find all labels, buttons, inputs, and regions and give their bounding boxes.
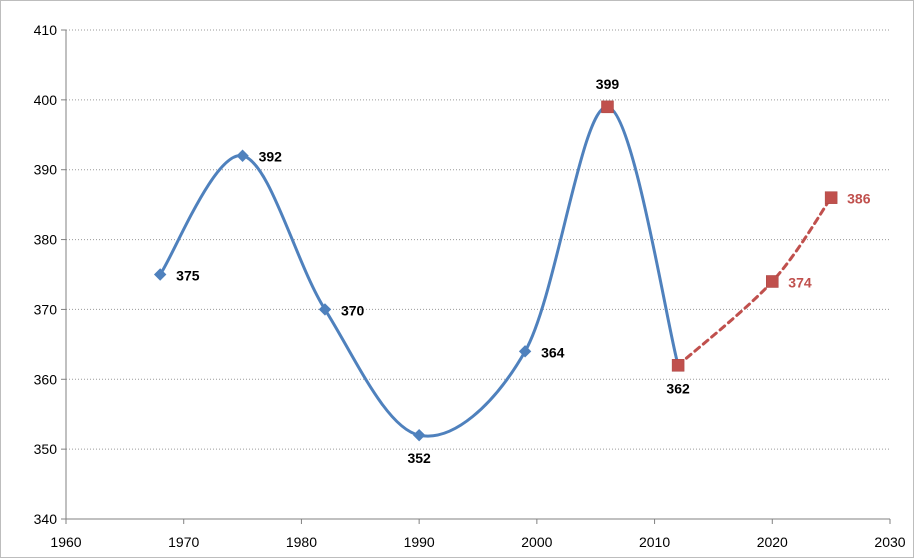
data-point-marker xyxy=(766,275,779,288)
y-tick-label: 340 xyxy=(34,511,58,527)
gridlines xyxy=(66,29,890,450)
x-tick-label: 2020 xyxy=(757,534,788,550)
data-label: 392 xyxy=(259,149,283,165)
data-markers xyxy=(153,100,838,442)
data-label: 364 xyxy=(541,344,565,360)
y-tick-label: 400 xyxy=(34,92,58,108)
data-point-marker xyxy=(824,191,838,204)
data-point-marker xyxy=(671,359,685,372)
y-tick-label: 360 xyxy=(34,371,58,387)
x-tick-label: 2010 xyxy=(639,534,670,550)
x-tick-label: 1960 xyxy=(50,534,81,550)
data-point-marker xyxy=(412,428,426,442)
y-tick-label: 380 xyxy=(34,232,58,248)
data-label: 370 xyxy=(341,302,365,318)
data-label: 375 xyxy=(176,268,200,284)
y-tick-label: 410 xyxy=(34,22,58,38)
y-tick-label: 370 xyxy=(34,301,58,317)
data-point-marker xyxy=(318,303,332,316)
data-label: 386 xyxy=(847,191,871,207)
x-tick-label: 2000 xyxy=(521,534,552,550)
y-tick-label: 390 xyxy=(34,162,58,178)
axes: 340 350 360 370 380 390 400 410 1960 1970 1980 1990… xyxy=(34,22,906,550)
x-tick-label: 1980 xyxy=(286,534,317,550)
x-tick-label: 1970 xyxy=(168,534,199,550)
data-label: 374 xyxy=(788,274,812,290)
data-labels: 375 392 370 352 364 399 362 374 386 xyxy=(176,76,871,466)
data-label: 362 xyxy=(666,380,690,396)
data-point-marker xyxy=(601,100,614,114)
x-tick-label: 1990 xyxy=(404,534,435,550)
y-tick-label: 350 xyxy=(34,441,58,457)
data-point-marker xyxy=(518,345,532,358)
data-point-marker xyxy=(236,149,249,162)
data-point-marker xyxy=(153,268,167,281)
x-tick-label: 2030 xyxy=(874,534,905,550)
data-label: 399 xyxy=(596,76,620,92)
data-label: 352 xyxy=(407,450,431,466)
